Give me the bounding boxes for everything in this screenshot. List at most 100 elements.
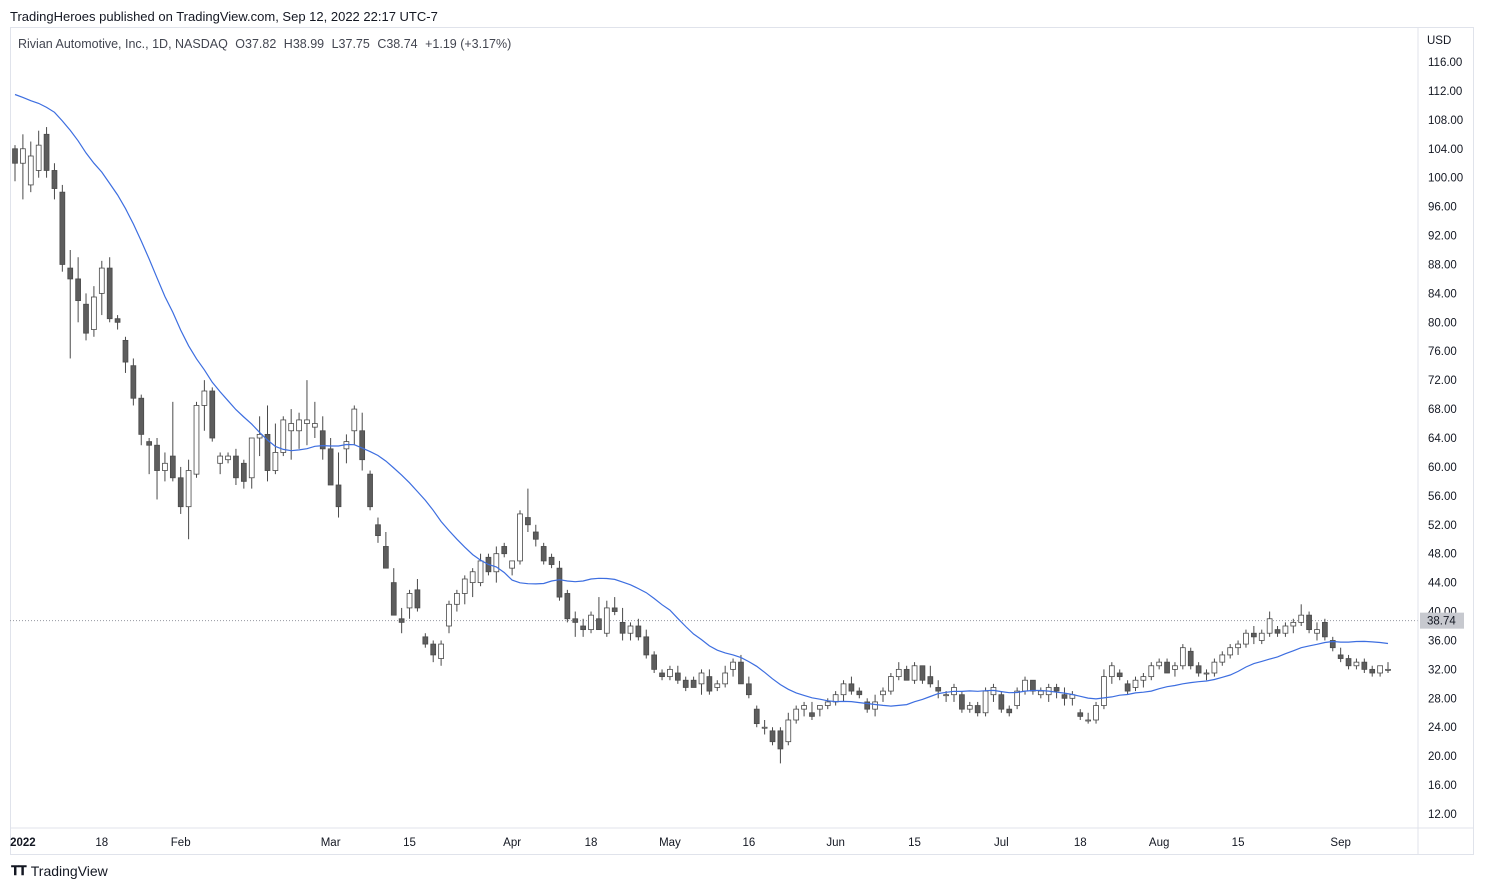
candle-body [233,455,239,479]
candle [635,618,642,641]
candle [667,665,673,681]
candle-body [154,444,160,471]
tradingview-brand[interactable]: 𝐓𝐓 TradingView [11,863,108,879]
price-tick-label: 100.00 [1428,173,1463,185]
candle-body [12,148,18,164]
candle-body [296,419,302,432]
candle [548,553,555,569]
candle-body [1298,614,1305,623]
candle-body [375,524,381,537]
time-tick-label: 15 [1232,837,1245,849]
price-tick-label: 116.00 [1428,57,1462,69]
candle-body [517,513,523,562]
last-price-label: 38.74 [1427,616,1456,628]
candle [738,654,744,685]
price-axis-currency: USD [1427,35,1451,47]
candle [982,687,989,717]
candle [959,691,965,713]
candle [753,705,760,728]
candle-body [927,676,934,685]
candle [1314,622,1320,641]
candle-body [280,419,287,453]
candle [1030,679,1036,695]
candle-body [422,636,429,645]
candle-body [864,701,871,710]
candle [596,597,602,631]
candle-body [919,665,926,681]
candle [454,589,460,612]
candle [698,669,705,695]
candle-body [1282,625,1289,634]
price-tick-label: 112.00 [1428,86,1462,98]
candle [1211,658,1218,677]
moving-average-layer [14,93,1389,707]
candle [154,438,160,500]
candle-body [1085,719,1091,722]
candle [201,380,208,431]
candle-body [1140,676,1147,681]
candle [106,257,113,323]
candle-body [106,267,113,320]
candle-body [1322,621,1328,638]
candle-body [722,672,729,685]
candle-body [785,719,792,743]
price-tick-label: 32.00 [1428,664,1457,676]
candle [1140,673,1147,688]
candle [162,452,168,482]
candles-layer [12,127,1391,764]
candle [1179,644,1186,670]
candle [1156,658,1163,670]
candle-body [225,455,231,461]
candle [1337,647,1344,663]
legend-change: +1.19 (+3.17%) [425,37,512,51]
candle-body [556,567,563,598]
candle-body [603,607,610,634]
candle-body [493,553,500,573]
candle-body [903,668,910,681]
candle [611,597,618,616]
candle-body [169,455,176,479]
candle-body [738,661,744,685]
time-tick-label: Mar [321,837,341,849]
candle-body [1219,654,1226,663]
candle-body [1077,712,1084,717]
candle-body [1329,640,1336,649]
candle-body [312,423,318,428]
candle-body [1006,708,1013,714]
candle-body [1290,621,1297,627]
candle [1243,629,1249,648]
candle-body [264,433,271,471]
candle [864,698,871,713]
candle [248,437,255,489]
candle-body [1116,672,1123,678]
candle [1385,662,1391,673]
candle [51,163,58,200]
candle [327,438,334,486]
candle [745,676,752,699]
candle-body [982,690,989,714]
candle [801,701,807,717]
candle [793,705,800,724]
candle-body [240,462,247,482]
price-tick-label: 16.00 [1428,780,1457,792]
candle-body [509,560,515,569]
candle [1053,683,1060,699]
candle [225,452,231,464]
candle-body [501,546,508,555]
candle-body [596,618,602,631]
candle-body [635,625,642,638]
candle [690,676,697,688]
candle [130,358,137,406]
candle-body [67,267,74,280]
candle-body [745,683,752,696]
candle [1329,636,1336,652]
price-tick-label: 28.00 [1428,693,1457,705]
candle [264,405,271,482]
candle [288,409,295,460]
price-tick-label: 84.00 [1428,288,1457,300]
candle [272,423,279,475]
candle-body [359,430,366,461]
candle [1203,669,1210,681]
candle [114,315,121,330]
